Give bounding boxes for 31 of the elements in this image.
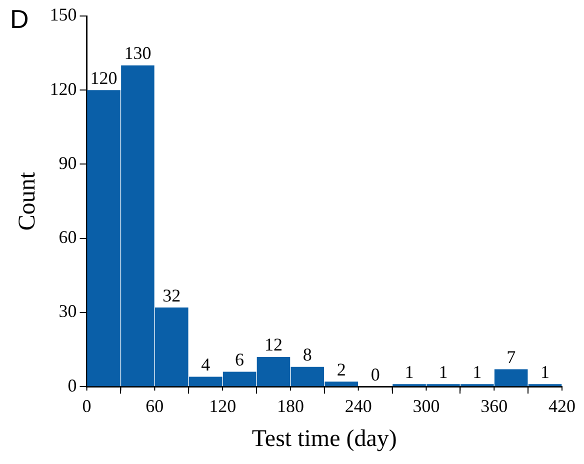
data-label: 2	[336, 359, 346, 380]
data-label: 12	[264, 334, 282, 355]
x-axis-title: Test time (day)	[252, 426, 397, 452]
data-label: 1	[540, 362, 550, 382]
y-axis-title: Count	[14, 172, 41, 231]
data-label: 1	[472, 362, 482, 382]
data-label: 8	[302, 344, 312, 365]
data-label: 6	[235, 350, 244, 370]
data-label: 0	[370, 364, 380, 384]
x-tick-label: 0	[82, 396, 92, 416]
y-tick-label: 0	[68, 375, 77, 396]
data-label: 1	[438, 362, 448, 382]
text: D	[10, 4, 29, 35]
data-label: 1	[404, 362, 414, 382]
y-tick-label: 30	[58, 301, 77, 322]
x-tick-label: 420	[548, 396, 576, 416]
x-tick-label: 120	[209, 396, 236, 416]
x-tick-label: 60	[146, 396, 164, 416]
x-tick-label: 240	[344, 396, 372, 416]
x-tick-label: 360	[480, 396, 508, 416]
data-label: 32	[162, 285, 181, 306]
x-tick-label: 180	[276, 396, 304, 416]
data-label: 7	[506, 347, 516, 368]
y-tick-label: 60	[58, 227, 77, 248]
y-tick-label: 90	[58, 152, 77, 173]
data-label: 4	[201, 354, 210, 374]
data-label: 120	[90, 68, 118, 88]
y-tick-label: 150	[50, 4, 77, 25]
y-tick-label: 120	[50, 78, 77, 99]
data-label: 130	[124, 43, 152, 64]
x-tick-label: 300	[412, 396, 440, 416]
